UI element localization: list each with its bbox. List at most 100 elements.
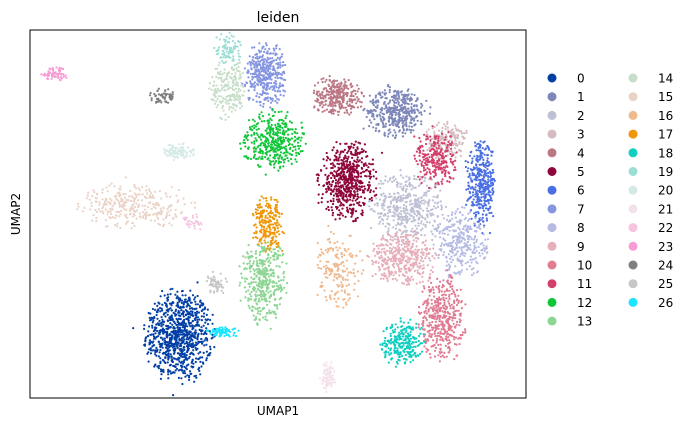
data-point — [347, 87, 350, 90]
data-point — [201, 361, 204, 364]
data-point — [437, 327, 440, 330]
data-point — [256, 78, 259, 81]
data-point — [329, 101, 332, 104]
data-point — [194, 329, 197, 332]
data-point — [182, 340, 185, 343]
data-point — [475, 230, 478, 233]
data-point — [436, 123, 439, 127]
data-point — [454, 139, 457, 142]
data-point — [183, 365, 186, 368]
data-point — [262, 105, 265, 108]
data-point — [454, 265, 457, 268]
data-point — [321, 91, 324, 94]
data-point — [209, 345, 212, 348]
data-point — [197, 352, 200, 355]
data-point — [391, 199, 394, 202]
data-point — [484, 166, 487, 169]
data-point — [340, 178, 343, 181]
data-point — [324, 103, 327, 106]
data-point — [183, 355, 186, 358]
data-point — [332, 197, 335, 200]
data-point — [353, 171, 356, 174]
data-point — [451, 151, 454, 154]
data-point — [269, 106, 272, 109]
data-point — [454, 168, 457, 171]
data-point — [169, 372, 173, 375]
data-point — [423, 191, 426, 194]
data-point — [476, 189, 479, 192]
data-point — [380, 182, 383, 185]
data-point — [394, 255, 397, 258]
data-point — [428, 352, 432, 356]
data-point — [443, 328, 446, 331]
data-point — [389, 205, 392, 208]
data-point — [320, 78, 323, 81]
data-point — [386, 280, 389, 283]
data-point — [440, 206, 443, 209]
data-point — [382, 122, 385, 125]
data-point — [396, 206, 399, 209]
data-point — [479, 150, 482, 153]
data-point — [341, 89, 344, 92]
data-point — [480, 196, 483, 199]
data-point — [439, 348, 442, 351]
data-point — [481, 147, 484, 150]
data-point — [386, 277, 389, 280]
data-point — [454, 159, 457, 162]
data-point — [335, 205, 338, 209]
data-point — [342, 194, 345, 197]
data-point — [160, 344, 163, 348]
data-point — [266, 96, 269, 99]
data-point — [454, 317, 457, 320]
data-point — [325, 78, 328, 81]
data-point — [422, 166, 426, 169]
data-point — [384, 179, 387, 182]
data-point — [473, 224, 476, 227]
data-point — [265, 61, 269, 64]
data-point — [384, 92, 388, 95]
data-point — [391, 134, 394, 137]
data-point — [478, 174, 481, 177]
data-point — [167, 350, 170, 353]
data-point — [370, 196, 373, 199]
data-point — [381, 206, 384, 210]
data-point — [408, 269, 411, 272]
data-point — [489, 172, 492, 175]
data-point — [446, 120, 449, 123]
data-point — [484, 194, 487, 197]
data-point — [418, 312, 421, 315]
data-point — [208, 330, 211, 333]
data-point — [159, 362, 162, 365]
data-point — [458, 324, 461, 327]
data-point — [383, 250, 386, 253]
data-point — [380, 194, 383, 197]
data-point — [341, 191, 344, 194]
data-point — [353, 186, 356, 189]
data-point — [485, 245, 488, 248]
data-point — [447, 328, 450, 332]
data-point — [450, 147, 453, 150]
data-point — [346, 206, 349, 209]
data-point — [393, 100, 396, 103]
data-point — [399, 215, 403, 218]
data-point — [410, 106, 413, 109]
data-point — [481, 186, 484, 189]
data-point — [454, 136, 457, 139]
data-point — [462, 135, 465, 138]
data-point — [394, 270, 397, 273]
data-point — [376, 202, 379, 205]
data-point — [258, 76, 261, 79]
data-point — [379, 179, 382, 183]
data-point — [362, 109, 365, 112]
data-point — [447, 346, 450, 349]
data-point — [415, 150, 418, 153]
data-point — [448, 312, 451, 316]
data-point — [433, 184, 436, 187]
data-point — [395, 101, 398, 104]
data-point — [154, 329, 157, 332]
data-point — [251, 75, 254, 78]
data-point — [441, 322, 444, 325]
data-point — [428, 112, 432, 115]
data-point — [338, 90, 341, 93]
data-point — [199, 299, 202, 302]
